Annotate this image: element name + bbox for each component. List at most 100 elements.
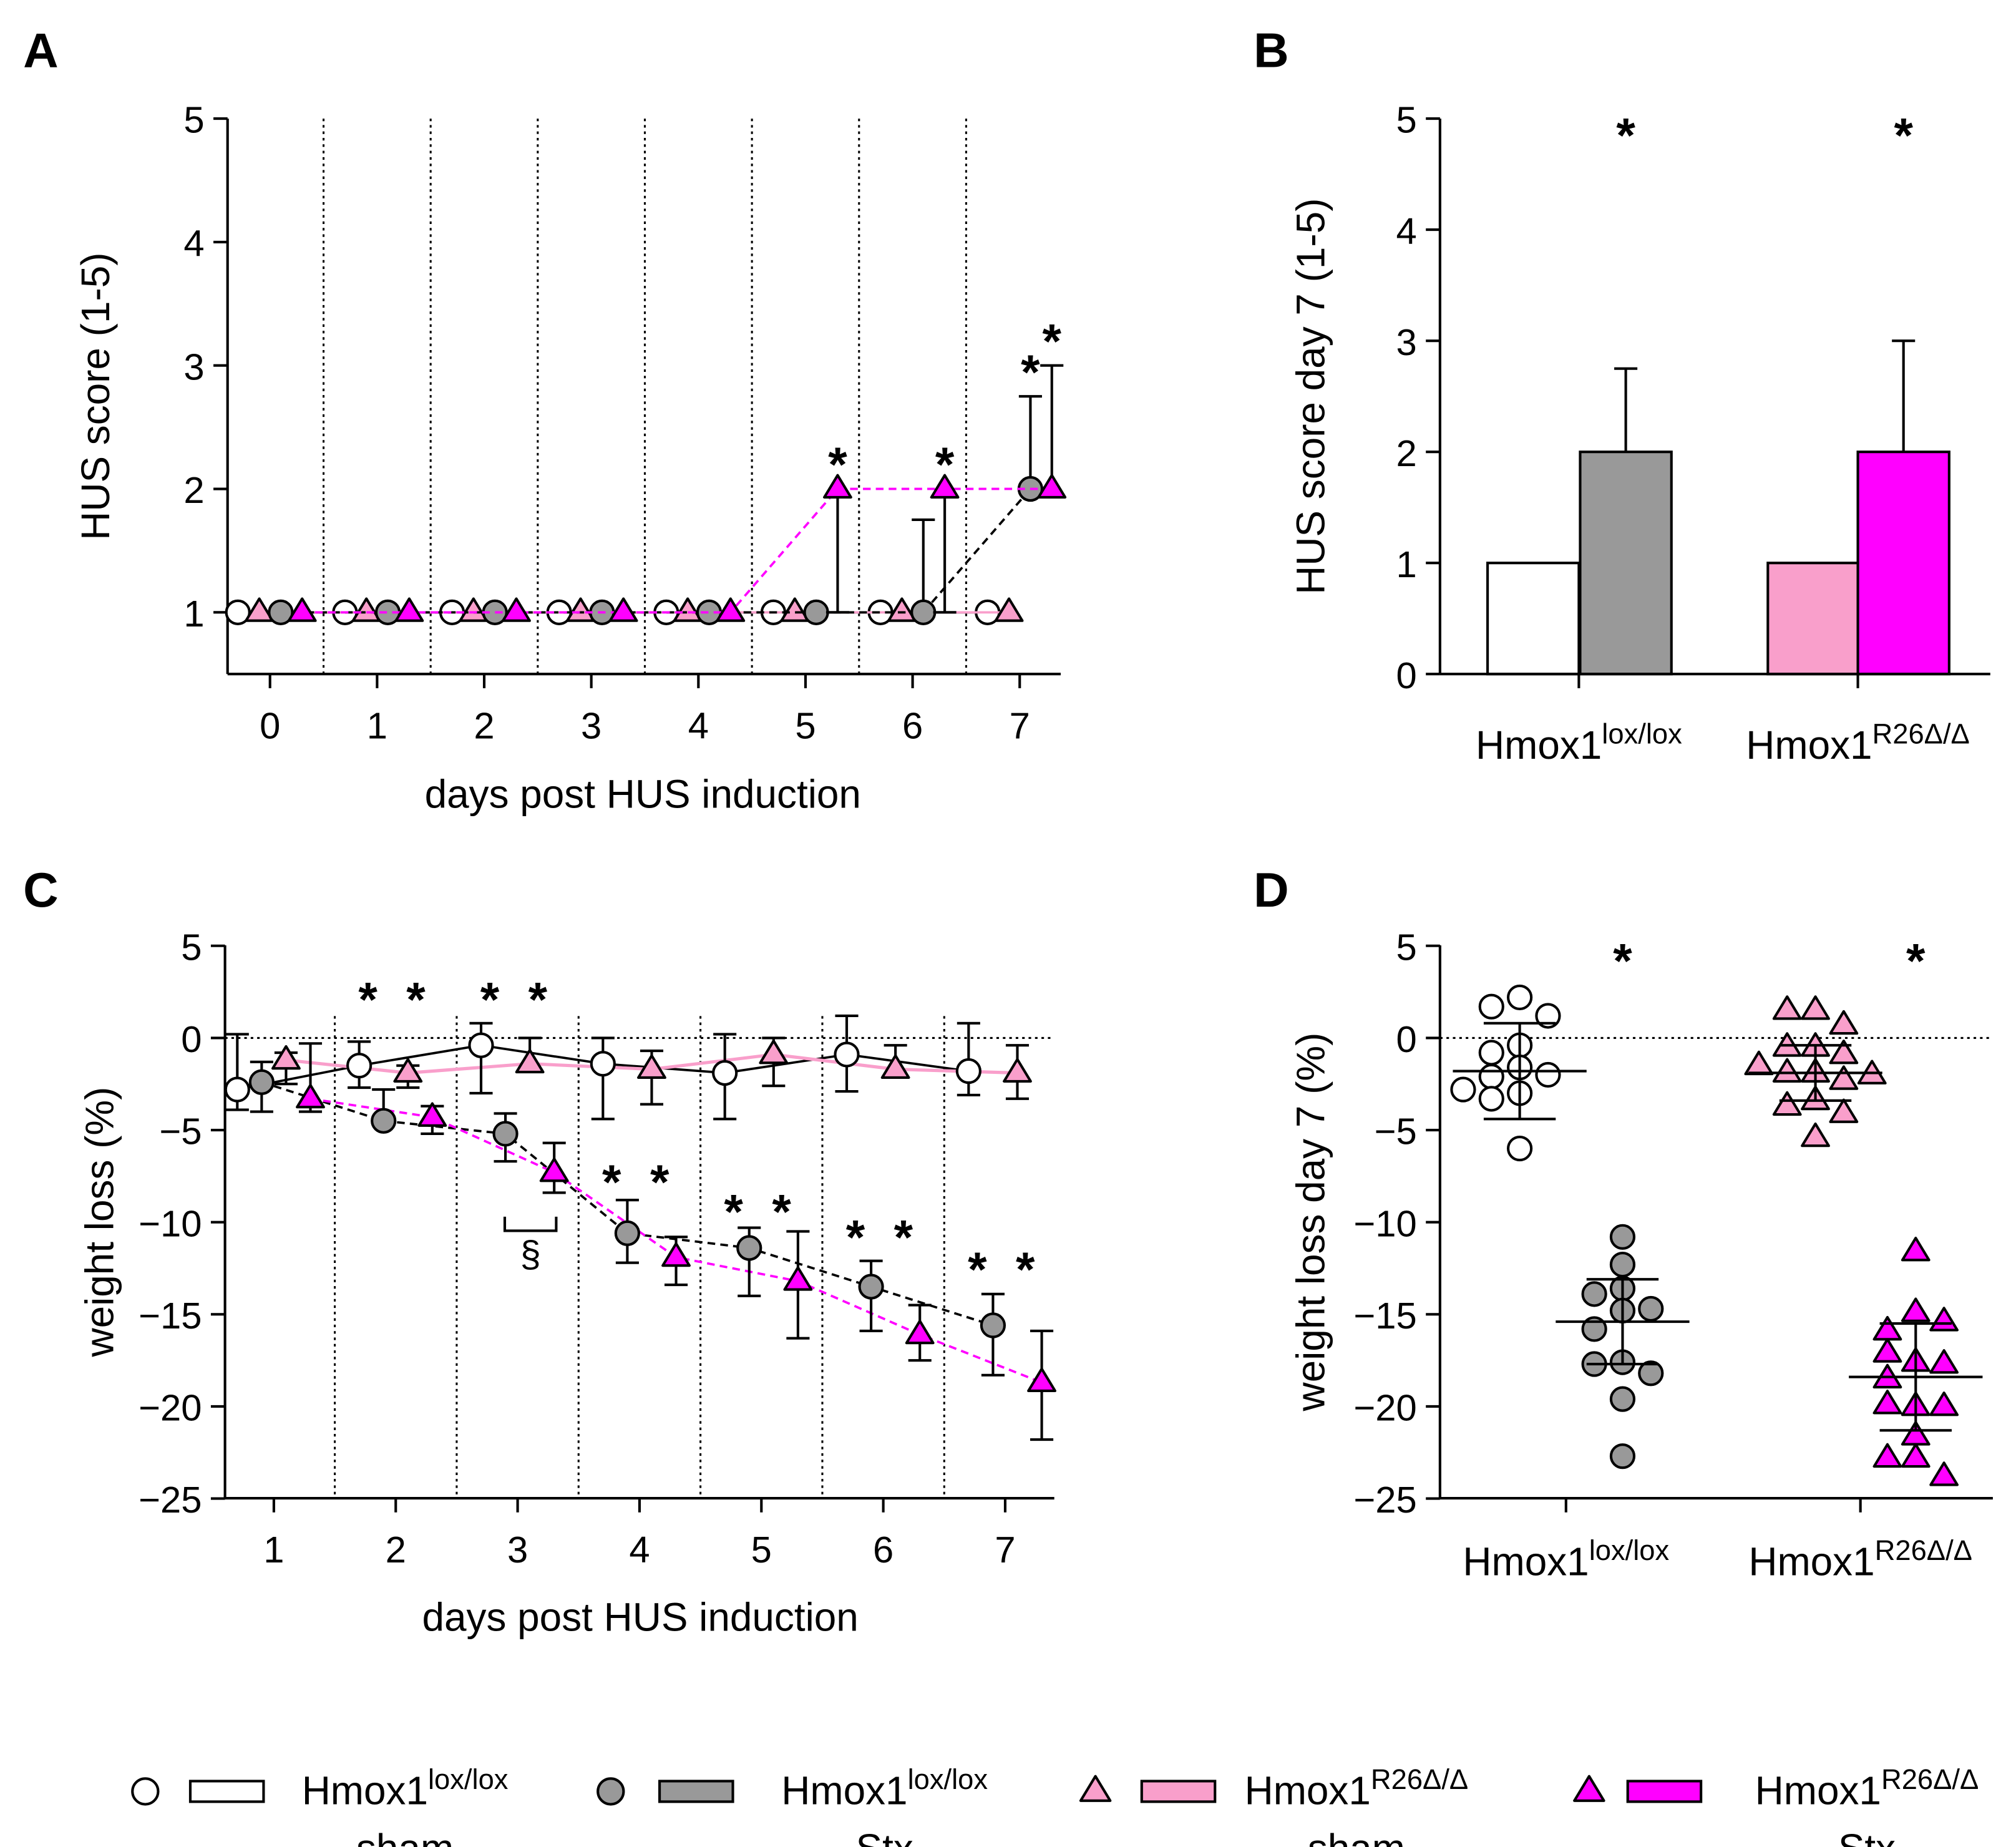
data-point-stx_lox: [1581, 1281, 1607, 1307]
data-point-stx_lox: [1609, 1224, 1636, 1250]
data-point-stx_r26: [1929, 1391, 1959, 1416]
data-point-sham_r26: [1772, 995, 1802, 1020]
y-axis-label: weight loss (%): [77, 1087, 122, 1358]
data-point-sham_r26: [351, 597, 381, 622]
series-line-stx_lox: [280, 488, 1031, 614]
legend-marker-sham_lox: [131, 1777, 160, 1806]
data-point-stx_lox: [1638, 1360, 1664, 1386]
data-point-stx_lox: [268, 599, 294, 625]
significance-star: *: [1613, 933, 1632, 988]
data-point-stx_lox: [1638, 1295, 1664, 1322]
data-point-sham_lox: [1507, 984, 1533, 1011]
data-point-stx_r26: [1872, 1315, 1902, 1341]
data-point-stx_r26: [417, 1102, 447, 1127]
y-tick-label: 5: [183, 99, 204, 141]
y-tick-label: −20: [1353, 1387, 1416, 1429]
x-axis-label: days post HUS induction: [422, 1594, 859, 1639]
data-point-stx_r26: [287, 597, 317, 622]
significance-star: *: [1616, 108, 1635, 163]
data-point-stx_lox: [1609, 1386, 1636, 1412]
legend-label: Hmox1R26Δ/Δ: [1755, 1763, 1979, 1813]
y-tick-label: 2: [1396, 432, 1417, 474]
data-point-sham_lox: [590, 1051, 616, 1077]
section-bracket: [503, 1216, 558, 1232]
x-tick-label: 5: [751, 1529, 772, 1571]
data-point-stx_lox: [803, 599, 829, 625]
data-point-stx_r26: [823, 474, 852, 499]
data-point-stx_r26: [1929, 1461, 1959, 1486]
x-tick-label: 7: [995, 1529, 1015, 1571]
category-label: Hmox1R26Δ/Δ: [1748, 1534, 1972, 1584]
y-tick-label: 2: [183, 469, 204, 511]
x-axis-label: days post HUS induction: [425, 772, 861, 817]
data-point-sham_r26: [1744, 1050, 1774, 1076]
data-point-sham_lox: [1535, 1061, 1561, 1088]
y-axis-label: weight loss day 7 (%): [1288, 1033, 1333, 1412]
data-point-stx_lox: [248, 1069, 275, 1095]
data-point-sham_r26: [1829, 1010, 1859, 1035]
y-tick-label: 4: [183, 223, 204, 265]
data-point-stx_r26: [661, 1242, 691, 1267]
x-tick-label: 7: [1010, 704, 1030, 746]
category-label: Hmox1R26Δ/Δ: [1746, 718, 1970, 768]
data-point-sham_r26: [1829, 1098, 1859, 1123]
panel-c-chart: 5 0 −5 −10 −15 −20 −25 1 2 3 4 5 6 7 days post HUS ind…: [77, 926, 1056, 1639]
data-point-stx_r26: [1037, 474, 1067, 499]
y-tick-label: −25: [139, 1479, 202, 1521]
y-tick-label: 5: [1396, 926, 1417, 968]
y-tick-label: −10: [1353, 1202, 1416, 1244]
y-tick-label: 5: [181, 926, 202, 968]
significance-star: *: [1906, 933, 1926, 988]
category-label: Hmox1lox/lox: [1463, 1534, 1669, 1584]
panel-label-b: B: [1254, 23, 1289, 78]
x-tick-label: 4: [629, 1529, 650, 1571]
x-tick-label: 1: [263, 1529, 284, 1571]
series-line-stx_r26: [302, 487, 1052, 614]
data-point-stx_lox: [980, 1312, 1006, 1338]
data-point-stx_r26: [1901, 1237, 1931, 1262]
y-tick-label: −10: [139, 1202, 202, 1244]
data-point-sham_lox: [1478, 1040, 1504, 1066]
legend-label: Hmox1R26Δ/Δ: [1245, 1763, 1469, 1813]
data-point-sham_lox: [955, 1058, 981, 1084]
data-point-stx_r26: [1929, 1307, 1959, 1332]
data-point-sham_r26: [515, 1048, 545, 1074]
x-tick-label: 0: [260, 704, 280, 746]
legend-swatch-sham_lox: [188, 1780, 265, 1803]
legend: Hmox1lox/lox sham Hmox1lox/lox Stx Hmox1R26Δ…: [131, 1763, 1979, 1847]
data-point-sham_r26: [880, 1054, 910, 1079]
panel-a-chart: 1 2 3 4 5 0 1 2 3 4 5 6 7 days post HUS induction HUS …: [73, 99, 1067, 817]
y-axis-label: HUS score (1-5): [73, 253, 118, 540]
data-point-sham_lox: [346, 1053, 373, 1079]
x-tick-label: 3: [507, 1529, 528, 1571]
legend-label: Hmox1lox/lox: [302, 1763, 509, 1813]
data-point-sham_r26: [673, 597, 703, 622]
section-mark: §: [520, 1233, 541, 1275]
legend-swatch-stx_lox: [658, 1780, 734, 1803]
significance-star: * *: [358, 972, 433, 1026]
legend-marker-stx_r26: [1573, 1775, 1605, 1802]
significance-star: *: [1043, 313, 1062, 368]
significance-star: * *: [480, 972, 555, 1026]
data-point-stx_r26: [296, 1083, 325, 1109]
legend-swatch-sham_r26: [1140, 1780, 1217, 1803]
data-point-sham_lox: [1478, 1086, 1504, 1112]
legend-sublabel: sham: [356, 1826, 454, 1847]
data-point-stx_r26: [539, 1157, 569, 1182]
y-tick-label: 1: [1396, 543, 1417, 585]
data-point-sham_r26: [1003, 1058, 1032, 1083]
y-tick-label: 0: [1396, 655, 1417, 696]
data-point-sham_r26: [1801, 995, 1830, 1020]
panel-label-a: A: [23, 23, 59, 78]
legend-sublabel: Stx: [856, 1826, 913, 1847]
significance-star: *: [935, 437, 955, 492]
data-point-stx_r26: [783, 1266, 813, 1291]
x-tick-label: 1: [367, 704, 387, 746]
data-point-stx_lox: [910, 599, 937, 625]
legend-swatch-stx_r26: [1626, 1780, 1703, 1803]
y-tick-label: 5: [1396, 99, 1417, 141]
bar-stx_r26: [1856, 451, 1950, 676]
x-tick-label: 4: [688, 704, 709, 746]
legend-sublabel: sham: [1308, 1826, 1405, 1847]
